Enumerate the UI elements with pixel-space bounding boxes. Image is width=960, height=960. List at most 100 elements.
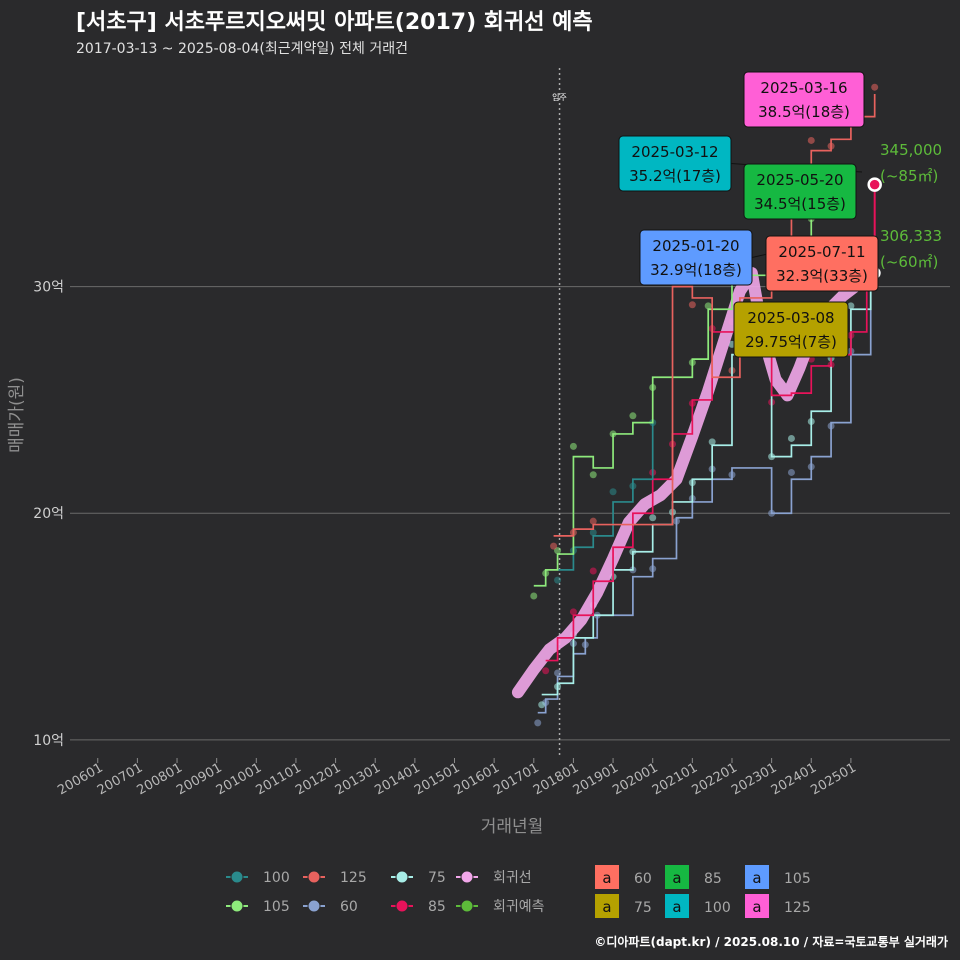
data-point [542,667,550,675]
data-point [534,719,542,727]
data-point [704,302,712,310]
x-tick-label: 202501 [808,760,858,798]
legend-label: 60 [340,899,358,915]
y-tick-label: 20억 [33,506,64,522]
data-point [530,592,538,600]
legend: 100 125 75 회귀선 105 60 85 회귀예측 a 60 a 85 a 105 a 75 a 100 a… [226,865,811,918]
callout-box [743,163,857,220]
series-line-75 [541,275,872,696]
data-point [629,412,637,420]
callout-date: 2025-03-16 [760,79,847,97]
data-point [708,438,716,446]
source-caption: ©디아파트(dapt.kr) / 2025.08.10 / 자료=국토교통부 실… [594,935,948,949]
legend-swatch [745,865,769,889]
legend-label: 85 [428,899,446,915]
legend-dot [395,870,409,884]
legend-swatch-glyph: a [752,869,761,887]
callout-value: 32.9억(18층) [650,261,742,279]
data-point [538,701,546,709]
legend-label: 75 [428,870,446,886]
data-point [589,471,597,479]
y-tick-label: 10억 [33,733,64,749]
legend-dot [230,870,244,884]
callout-box [733,301,849,358]
data-point [589,517,597,525]
data-point [609,488,617,496]
legend-label: 100 [263,870,290,886]
data-point [554,547,562,555]
callout-value: 32.3억(33층) [776,267,868,285]
data-point [649,514,657,522]
legend-swatch-glyph: a [602,898,611,916]
legend-swatch [595,894,619,918]
data-point [550,542,558,550]
data-point [589,567,597,575]
x-axis-title: 거래년월 [481,817,544,837]
legend-swatch-glyph: a [752,898,761,916]
legend-dot [460,899,474,913]
legend-dot [307,870,321,884]
data-point [847,302,855,310]
legend-swatch-glyph: a [672,898,681,916]
legend-swatch [595,865,619,889]
y-axis-title: 매매가(원) [7,377,27,453]
data-point [569,608,577,616]
data-point [787,434,795,442]
callout-value: 35.2억(17층) [629,167,721,185]
data-point [688,301,696,309]
callout-layer: 2025-03-16 38.5억(18층) 2025-03-12 35.2억(17층)… [618,71,879,358]
data-point [787,468,795,476]
x-axis: 2006012007012008012009012010012011012012… [55,758,859,798]
legend-label: 125 [340,870,367,886]
move-in-label: 입주 [552,93,567,102]
legend-dot [460,870,474,884]
legend-swatch-label: 125 [784,900,811,916]
y-axis: 10억 20억 30억 [33,280,64,749]
legend-swatch-label: 75 [634,900,652,916]
callout-box [639,229,753,286]
prediction-value: 306,333 [880,227,942,245]
callout-box [743,71,865,128]
legend-swatch [665,894,689,918]
legend-dot [307,899,321,913]
legend-swatch-glyph: a [672,869,681,887]
callout-date: 2025-07-11 [778,243,865,261]
prediction-area: (~85㎡) [880,167,938,185]
legend-swatch-label: 100 [704,900,731,916]
data-point [554,576,562,584]
chart-subtitle: 2017-03-13 ~ 2025-08-04(최근계약일) 전체 거래건 [76,41,408,57]
prediction-point-85 [867,177,882,192]
move-in-line: 입주 [552,68,567,758]
legend-swatch-label: 60 [634,871,652,887]
callout-date: 2025-05-20 [756,171,843,189]
callout-date: 2025-03-12 [631,143,718,161]
series-line-85 [545,263,868,662]
prediction-area: (~60㎡) [880,253,938,271]
legend-label: 회귀예측 [493,899,545,915]
chart-title: [서초구] 서초푸르지오써밋 아파트(2017) 회귀선 예측 [76,10,593,35]
callout-value: 38.5억(18층) [758,103,850,121]
callout-date: 2025-01-20 [652,237,739,255]
callout-box [765,235,879,292]
callout-value: 34.5억(15층) [754,195,846,213]
callout-value: 29.75억(7층) [745,333,837,351]
scatter-points [530,83,879,727]
axis-titles: 거래년월 매매가(원) [7,377,543,837]
prediction-layer: 345,000 (~85㎡) 306,333 (~60㎡) [867,141,942,280]
legend-dot [395,899,409,913]
legend-dot [230,899,244,913]
data-point [871,83,879,91]
data-point [569,442,577,450]
legend-swatch-glyph: a [602,869,611,887]
data-point [589,529,597,537]
data-point [807,136,815,144]
callout-box [618,135,732,192]
legend-label: 105 [263,899,290,915]
legend-swatch-label: 105 [784,871,811,887]
legend-swatch [665,865,689,889]
y-tick-label: 30억 [33,280,64,296]
callout-date: 2025-03-08 [747,309,834,327]
prediction-value: 345,000 [880,141,942,159]
legend-swatch [745,894,769,918]
